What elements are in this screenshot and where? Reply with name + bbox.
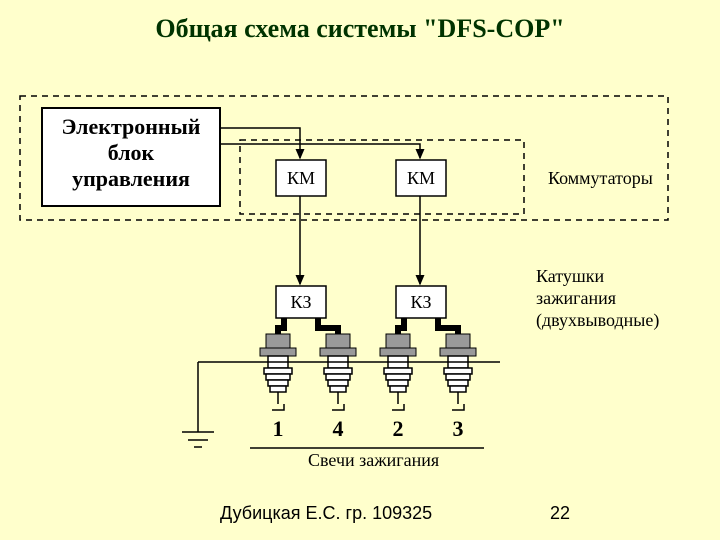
wire-kz1-plug1 xyxy=(278,318,284,334)
arrow-ecu-km-1 xyxy=(220,128,300,158)
wire-kz2-plug2 xyxy=(398,318,404,334)
arrow-ecu-km-2 xyxy=(220,144,420,158)
footer-author: Дубицкая Е.С. гр. 109325 xyxy=(220,503,432,524)
kz-label-2: КЗ xyxy=(410,292,431,312)
coils-label-2: зажигания xyxy=(536,288,616,308)
footer-page-number: 22 xyxy=(550,503,570,524)
plug-num-4: 4 xyxy=(333,416,344,441)
spark-plug-3 xyxy=(440,334,476,410)
ecu-label-3: управления xyxy=(72,166,190,191)
diagram-svg: Электронный блок управления Коммутаторы … xyxy=(0,0,720,540)
km-label-1: КМ xyxy=(287,168,315,188)
coils-label-3: (двухвыводные) xyxy=(536,310,659,331)
plugs-label: Свечи зажигания xyxy=(308,450,439,470)
spark-plug-4 xyxy=(320,334,356,410)
ecu-label-2: блок xyxy=(108,140,155,165)
spark-plug-1 xyxy=(260,334,296,410)
wire-kz1-plug4 xyxy=(318,318,338,334)
plug-num-1: 1 xyxy=(273,416,284,441)
switches-label: Коммутаторы xyxy=(548,168,653,188)
coils-label-1: Катушки xyxy=(536,266,605,286)
plug-num-3: 3 xyxy=(453,416,464,441)
spark-plug-2 xyxy=(380,334,416,410)
kz-label-1: КЗ xyxy=(290,292,311,312)
km-label-2: КМ xyxy=(407,168,435,188)
plug-num-2: 2 xyxy=(393,416,404,441)
wire-kz2-plug3 xyxy=(438,318,458,334)
ecu-label-1: Электронный xyxy=(62,114,201,139)
